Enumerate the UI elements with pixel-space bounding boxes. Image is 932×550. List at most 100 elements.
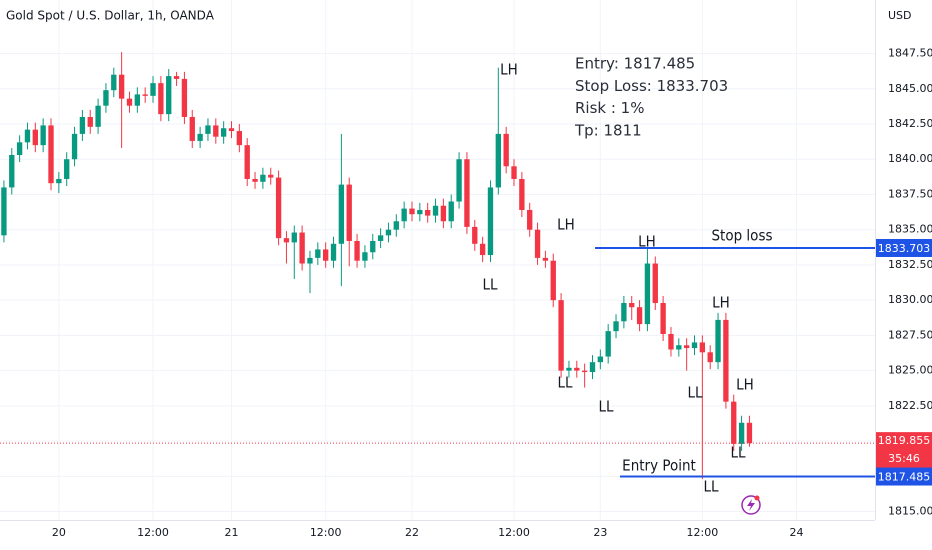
candle-body — [158, 83, 164, 115]
candle-body — [527, 209, 533, 230]
candle-body — [299, 232, 305, 264]
last-price-label: 1819.855 — [878, 434, 931, 447]
candle-body — [715, 319, 721, 363]
candle-body — [315, 249, 321, 258]
candle-body — [150, 83, 156, 96]
annotation: LL — [730, 444, 746, 462]
candle-body — [111, 74, 117, 91]
candle-body — [220, 128, 227, 137]
trade-info: Stop Loss: 1833.703 — [575, 77, 728, 95]
candle-body — [550, 260, 556, 301]
y-tick-label: 1832.500 — [888, 258, 932, 271]
candle-body — [205, 125, 211, 134]
candle-body — [87, 116, 93, 127]
annotation: LH — [557, 216, 575, 234]
candle-body — [236, 131, 243, 146]
candle-body — [64, 159, 70, 179]
candle-body — [291, 232, 297, 243]
candle-body — [691, 342, 698, 349]
y-tick-label: 1835.000 — [888, 223, 932, 236]
candle-body — [534, 229, 541, 258]
candle-body — [103, 90, 109, 106]
candle-body — [71, 133, 78, 160]
candle-body — [699, 342, 706, 353]
candle-body — [409, 208, 415, 215]
candle-body — [95, 105, 101, 127]
candle-body — [118, 74, 125, 99]
annotation: LL — [598, 398, 614, 416]
candle-body — [652, 263, 658, 303]
candle-body — [448, 201, 454, 222]
candle-body — [275, 177, 282, 239]
candle-body — [9, 155, 15, 188]
candle-body — [676, 345, 682, 350]
y-tick-label: 1842.500 — [888, 117, 932, 130]
candle-body — [668, 333, 674, 350]
chart-title: Gold Spot / U.S. Dollar, 1h, OANDA — [6, 9, 215, 23]
candle-body — [425, 209, 431, 216]
plot — [1, 52, 753, 480]
y-tick-label: 1840.000 — [888, 152, 932, 165]
candle-body — [79, 116, 86, 134]
candle-body — [566, 367, 572, 371]
candle-body — [56, 178, 62, 184]
x-tick-label: 12:00 — [310, 526, 342, 539]
candle-body — [385, 229, 392, 236]
candle-body — [440, 205, 447, 222]
candle-body — [173, 76, 180, 79]
candle-body — [126, 98, 133, 106]
y-tick-label: 1825.000 — [888, 364, 932, 377]
candle-body — [48, 125, 54, 184]
candle-body — [456, 159, 462, 202]
y-tick-label: 1837.500 — [888, 187, 932, 200]
candle-body — [142, 94, 148, 96]
candle-body — [346, 184, 352, 241]
candle-body — [683, 345, 690, 349]
candle-body — [636, 307, 643, 325]
candle-body — [707, 352, 713, 363]
alert-icon — [741, 495, 761, 515]
candle-body — [181, 78, 188, 117]
candle-body — [16, 142, 23, 156]
candle-body — [613, 321, 619, 332]
candle-body — [746, 422, 753, 444]
candle-body — [464, 159, 470, 227]
y-tick-label: 1830.000 — [888, 293, 932, 306]
x-tick-label: 23 — [593, 526, 607, 539]
annotation: LL — [687, 384, 703, 402]
annotation: LL — [482, 276, 498, 294]
x-tick-label: 12:00 — [498, 526, 530, 539]
entry-line-label: 1817.485 — [878, 471, 931, 484]
candle-body — [660, 302, 666, 334]
y-tick-label: 1827.500 — [888, 328, 932, 341]
y-tick-label: 1847.500 — [888, 47, 932, 60]
candle-body — [370, 240, 376, 253]
candle-body — [134, 94, 140, 106]
stop-loss-line-tag — [876, 238, 932, 257]
x-tick-label: 24 — [790, 526, 804, 539]
countdown-label: 35:46 — [888, 452, 920, 465]
x-tick-label: 20 — [52, 526, 66, 539]
trade-info: Risk : 1% — [575, 99, 644, 117]
candle-body — [189, 116, 195, 141]
candle-body — [629, 302, 635, 308]
candle-body — [644, 263, 651, 325]
candle-body — [1, 187, 7, 236]
candle-body — [417, 209, 423, 215]
annotation: LL — [703, 478, 719, 496]
currency: USD — [888, 9, 912, 22]
candle-body — [542, 257, 549, 261]
candle-body — [330, 243, 337, 261]
candle-body — [432, 205, 439, 216]
candle-body — [307, 257, 313, 264]
annotation: LH — [638, 233, 656, 251]
candle-body — [268, 174, 274, 178]
trade-info: Tp: 1811 — [574, 121, 642, 139]
candle-body — [487, 187, 494, 256]
x-tick-label: 21 — [225, 526, 239, 539]
stop-loss-line-label: 1833.703 — [878, 242, 931, 255]
candle-body — [472, 226, 478, 244]
trade-info: Entry: 1817.485 — [575, 55, 695, 73]
